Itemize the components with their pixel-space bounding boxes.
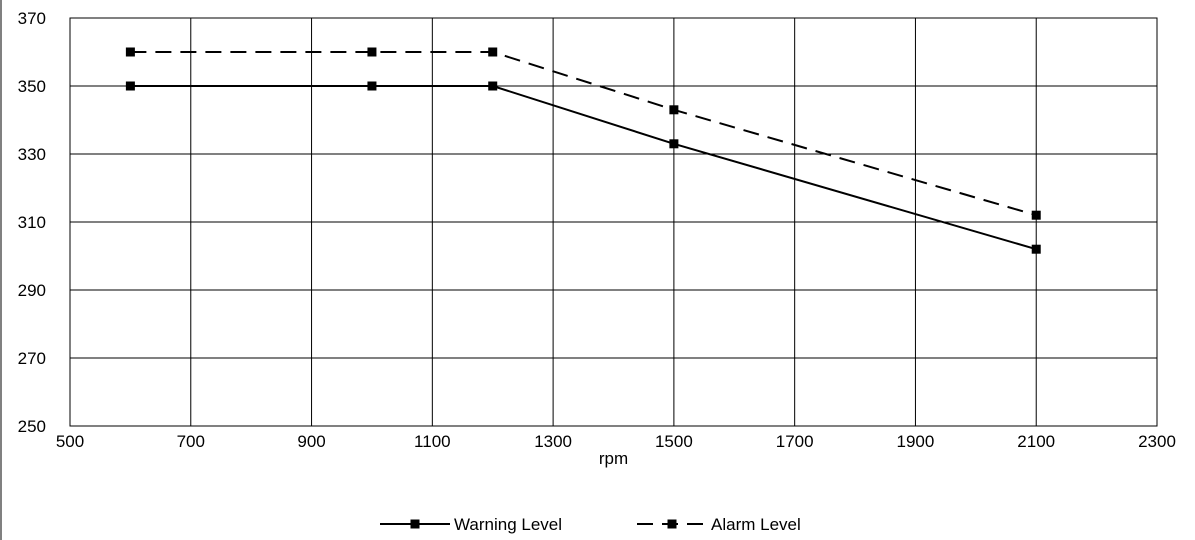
data-point-marker <box>125 47 135 57</box>
legend-marker <box>667 519 677 529</box>
x-tick-label: 1900 <box>897 432 935 451</box>
legend-label: Alarm Level <box>711 515 801 534</box>
legend-marker <box>410 519 420 529</box>
series-line <box>130 51 1037 217</box>
series-line <box>130 85 1037 251</box>
series-warning-level <box>125 81 1041 254</box>
y-tick-label: 270 <box>18 349 46 368</box>
data-point-marker <box>1031 244 1041 254</box>
legend-item-warning-level: Warning Level <box>380 515 562 534</box>
data-point-marker <box>1031 210 1041 220</box>
x-tick-label: 2300 <box>1138 432 1176 451</box>
grid-lines <box>0 0 1158 540</box>
tick-labels: 500 700 900 1100 1300 1500 1700 1900 2100 2300 250… <box>18 9 1176 451</box>
data-point-marker <box>367 47 377 57</box>
x-axis-label: rpm <box>599 449 628 468</box>
data-point-marker <box>488 81 498 91</box>
series-alarm-level <box>125 47 1041 220</box>
y-tick-label: 350 <box>18 77 46 96</box>
x-tick-label: 1100 <box>414 432 451 451</box>
x-tick-label: 2100 <box>1017 432 1055 451</box>
x-tick-label: 700 <box>177 432 205 451</box>
x-tick-label: 1500 <box>655 432 693 451</box>
x-tick-label: 900 <box>297 432 325 451</box>
x-tick-label: 1700 <box>776 432 814 451</box>
x-tick-label: 1300 <box>534 432 572 451</box>
y-tick-label: 250 <box>18 417 46 436</box>
y-tick-label: 370 <box>18 9 46 28</box>
legend-label: Warning Level <box>454 515 562 534</box>
data-point-marker <box>125 81 135 91</box>
data-point-marker <box>669 105 679 115</box>
y-tick-label: 330 <box>18 145 46 164</box>
x-tick-label: 500 <box>56 432 84 451</box>
legend: Warning Level Alarm Level <box>380 515 801 534</box>
data-point-marker <box>669 139 679 149</box>
series-lines <box>125 47 1041 254</box>
y-tick-label: 310 <box>18 213 46 232</box>
data-point-marker <box>488 47 498 57</box>
legend-item-alarm-level: Alarm Level <box>637 515 801 534</box>
y-tick-label: 290 <box>18 281 46 300</box>
data-point-marker <box>367 81 377 91</box>
